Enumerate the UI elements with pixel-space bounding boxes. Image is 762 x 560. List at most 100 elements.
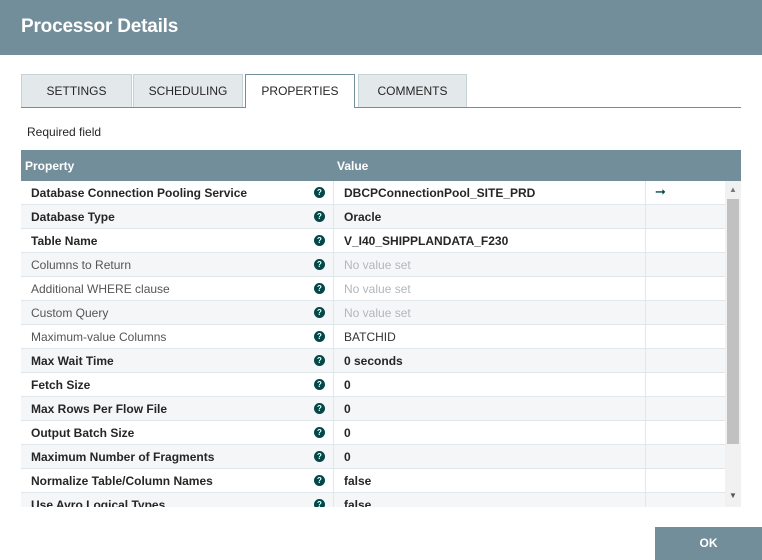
property-value[interactable]: V_I40_SHIPPLANDATA_F230 bbox=[344, 234, 509, 248]
column-divider bbox=[333, 493, 334, 507]
property-value[interactable]: 0 bbox=[344, 378, 351, 392]
column-divider bbox=[333, 349, 334, 373]
property-value[interactable]: false bbox=[344, 498, 372, 507]
property-value[interactable]: Oracle bbox=[344, 210, 382, 224]
property-value[interactable]: No value set bbox=[344, 282, 411, 296]
scroll-down-icon[interactable]: ▼ bbox=[729, 491, 737, 500]
property-name: Normalize Table/Column Names bbox=[31, 474, 213, 488]
property-name: Database Type bbox=[31, 210, 115, 224]
column-divider bbox=[645, 373, 646, 397]
go-to-service-arrow-icon[interactable]: ➞ bbox=[655, 184, 666, 199]
property-row[interactable]: Max Rows Per Flow File? 0 bbox=[21, 397, 725, 421]
help-icon[interactable]: ? bbox=[314, 331, 325, 342]
help-icon[interactable]: ? bbox=[314, 307, 325, 318]
tab-settings[interactable]: SETTINGS bbox=[21, 74, 132, 107]
column-divider bbox=[333, 421, 334, 445]
help-icon[interactable]: ? bbox=[314, 451, 325, 462]
tab-bar: SETTINGS SCHEDULING PROPERTIES COMMENTS bbox=[21, 74, 741, 108]
property-value[interactable]: No value set bbox=[344, 258, 411, 272]
property-name: Use Avro Logical Types bbox=[31, 498, 166, 507]
column-divider bbox=[333, 229, 334, 253]
column-divider bbox=[645, 205, 646, 229]
property-name: Maximum-value Columns bbox=[31, 330, 167, 344]
property-name: Columns to Return bbox=[31, 258, 132, 272]
properties-grid: Property Value Database Connection Pooli… bbox=[21, 150, 741, 507]
property-row[interactable]: Custom Query? No value set bbox=[21, 301, 725, 325]
property-row[interactable]: Use Avro Logical Types? false bbox=[21, 493, 725, 507]
vertical-scrollbar[interactable]: ▲ ▼ bbox=[725, 181, 741, 507]
column-divider bbox=[333, 181, 334, 205]
column-divider bbox=[645, 445, 646, 469]
column-header-value[interactable]: Value bbox=[337, 159, 369, 173]
column-divider bbox=[333, 301, 334, 325]
property-row[interactable]: Database Type? Oracle bbox=[21, 205, 725, 229]
property-row[interactable]: Additional WHERE clause? No value set bbox=[21, 277, 725, 301]
property-name: Maximum Number of Fragments bbox=[31, 450, 215, 464]
help-icon[interactable]: ? bbox=[314, 499, 325, 507]
column-divider bbox=[645, 325, 646, 349]
ok-button[interactable]: OK bbox=[655, 527, 762, 560]
property-row[interactable]: Maximum-value Columns? BATCHID bbox=[21, 325, 725, 349]
column-divider bbox=[333, 373, 334, 397]
property-value[interactable]: false bbox=[344, 474, 372, 488]
property-value[interactable]: 0 bbox=[344, 402, 351, 416]
help-icon[interactable]: ? bbox=[314, 235, 325, 246]
tab-properties[interactable]: PROPERTIES bbox=[245, 74, 355, 108]
scrollbar-thumb[interactable] bbox=[727, 199, 739, 444]
column-divider bbox=[333, 205, 334, 229]
dialog-title: Processor Details bbox=[21, 16, 179, 37]
property-name: Additional WHERE clause bbox=[31, 282, 170, 296]
column-divider bbox=[645, 421, 646, 445]
property-row[interactable]: Database Connection Pooling Service? DBCP… bbox=[21, 181, 725, 205]
help-icon[interactable]: ? bbox=[314, 283, 325, 294]
property-value[interactable]: DBCPConnectionPool_SITE_PRD bbox=[344, 186, 536, 200]
help-icon[interactable]: ? bbox=[314, 379, 325, 390]
required-field-label: Required field bbox=[27, 125, 102, 139]
column-divider bbox=[333, 277, 334, 301]
property-name: Output Batch Size bbox=[31, 426, 135, 440]
property-row[interactable]: Output Batch Size? 0 bbox=[21, 421, 725, 445]
property-name: Max Wait Time bbox=[31, 354, 114, 368]
column-divider bbox=[645, 469, 646, 493]
column-header-property[interactable]: Property bbox=[25, 159, 75, 173]
help-icon[interactable]: ? bbox=[314, 475, 325, 486]
property-row[interactable]: Max Wait Time? 0 seconds bbox=[21, 349, 725, 373]
help-icon[interactable]: ? bbox=[314, 427, 325, 438]
column-divider bbox=[333, 325, 334, 349]
property-name: Max Rows Per Flow File bbox=[31, 402, 168, 416]
property-value[interactable]: 0 seconds bbox=[344, 354, 403, 368]
tab-comments[interactable]: COMMENTS bbox=[358, 74, 467, 107]
column-divider bbox=[645, 397, 646, 421]
column-divider bbox=[333, 253, 334, 277]
column-divider bbox=[645, 277, 646, 301]
property-value[interactable]: No value set bbox=[344, 306, 411, 320]
property-name: Table Name bbox=[31, 234, 98, 248]
property-row[interactable]: Table Name? V_I40_SHIPPLANDATA_F230 bbox=[21, 229, 725, 253]
grid-rows: Database Connection Pooling Service? DBCP… bbox=[21, 181, 725, 507]
property-row[interactable]: Columns to Return? No value set bbox=[21, 253, 725, 277]
column-divider bbox=[645, 301, 646, 325]
column-divider bbox=[645, 349, 646, 373]
column-divider bbox=[645, 229, 646, 253]
property-row[interactable]: Normalize Table/Column Names? false bbox=[21, 469, 725, 493]
dialog-header: Processor Details bbox=[0, 0, 762, 55]
help-icon[interactable]: ? bbox=[314, 355, 325, 366]
help-icon[interactable]: ? bbox=[314, 187, 325, 198]
column-divider bbox=[645, 181, 646, 205]
help-icon[interactable]: ? bbox=[314, 211, 325, 222]
tab-scheduling[interactable]: SCHEDULING bbox=[133, 74, 243, 107]
property-value[interactable]: 0 bbox=[344, 450, 351, 464]
property-row[interactable]: Fetch Size? 0 bbox=[21, 373, 725, 397]
scroll-up-icon[interactable]: ▲ bbox=[729, 185, 737, 194]
property-name: Database Connection Pooling Service bbox=[31, 186, 248, 200]
property-value[interactable]: BATCHID bbox=[344, 330, 396, 344]
column-divider bbox=[333, 397, 334, 421]
help-icon[interactable]: ? bbox=[314, 259, 325, 270]
column-divider bbox=[645, 493, 646, 507]
property-row[interactable]: Maximum Number of Fragments? 0 bbox=[21, 445, 725, 469]
column-divider bbox=[333, 445, 334, 469]
grid-header: Property Value bbox=[21, 150, 741, 181]
property-value[interactable]: 0 bbox=[344, 426, 351, 440]
property-name: Custom Query bbox=[31, 306, 109, 320]
help-icon[interactable]: ? bbox=[314, 403, 325, 414]
